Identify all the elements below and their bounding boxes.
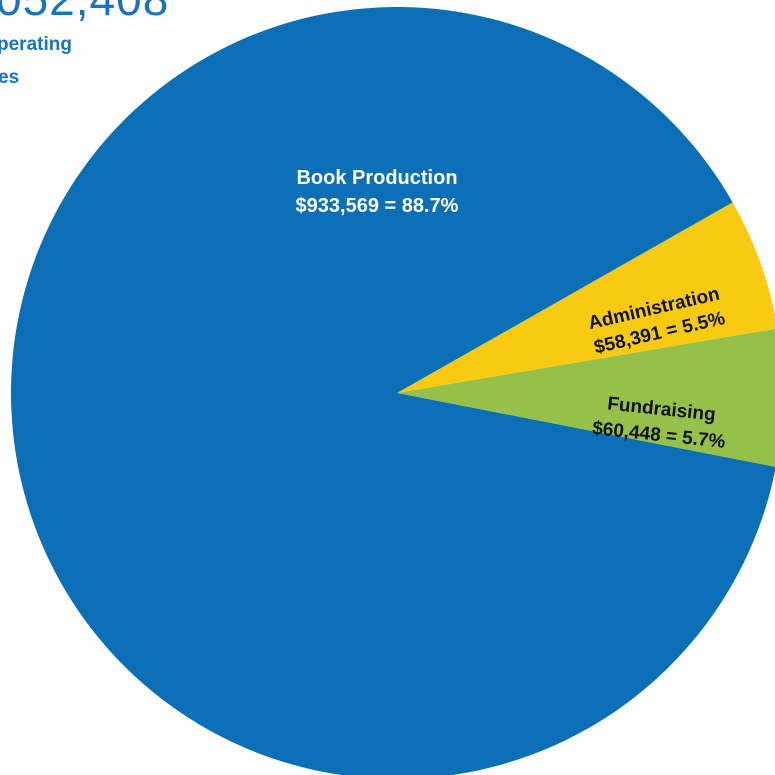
pie-slice-book-production	[11, 6, 775, 775]
pie-slice-administration	[397, 202, 775, 393]
book-production-value-label: $933,569 = 88.7%	[296, 195, 459, 217]
total-expenses-amount: 052,408	[0, 0, 169, 25]
subtitle-line-1: perating	[0, 34, 72, 55]
pie-slices	[11, 6, 775, 775]
book-production-label: Book Production	[296, 167, 457, 189]
pie-slice-fundraising	[397, 328, 775, 467]
subtitle-line-2: es	[0, 67, 19, 88]
